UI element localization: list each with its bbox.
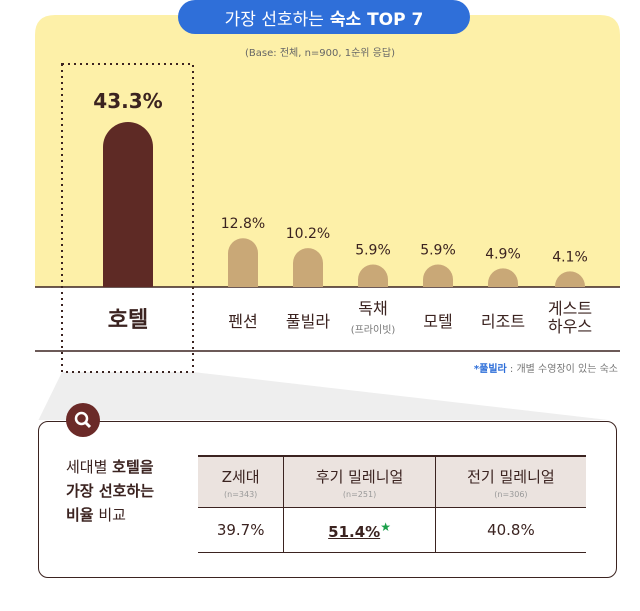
bar	[103, 122, 153, 287]
category-label: 독채	[358, 299, 387, 318]
value-early-millennial: 40.8%	[434, 507, 586, 553]
chart-title: 가장 선호하는 숙소 TOP 7	[178, 0, 470, 34]
bar	[555, 271, 585, 287]
col-n: (n=251)	[342, 489, 377, 499]
cap-2: 가장 선호하는	[66, 482, 155, 500]
comparison-caption: 세대별 호텔을 가장 선호하는 비율 비교	[66, 455, 154, 527]
col-early-millennial: 전기 밀레니얼 (n=306)	[434, 455, 586, 508]
col-name: 후기 밀레니얼	[315, 467, 404, 486]
category-label: 모텔	[423, 312, 452, 331]
bar	[228, 238, 258, 287]
title-normal: 가장 선호하는	[224, 9, 324, 30]
category-label: 호텔	[108, 308, 148, 333]
bar	[293, 248, 323, 287]
category-label: 펜션	[228, 312, 257, 331]
col-late-millennial: 후기 밀레니얼 (n=251)	[283, 455, 436, 508]
value-late-millennial: 51.4%★	[283, 507, 436, 553]
category-sublabel: (프라이빗)	[351, 324, 396, 336]
value-label: 10.2%	[286, 226, 330, 242]
value-label: 4.9%	[485, 246, 521, 262]
cap-1b: 호텔을	[112, 458, 154, 476]
footnote: *풀빌라 : 개별 수영장이 있는 숙소	[474, 360, 618, 375]
zoom-trapezoid	[38, 372, 609, 420]
col-name: 전기 밀레니얼	[467, 467, 555, 486]
generation-table: Z세대 (n=343) 후기 밀레니얼 (n=251) 전기 밀레니얼 (n=306)…	[198, 455, 586, 553]
chart-panel	[35, 15, 620, 287]
star-icon: ★	[380, 519, 391, 534]
highlight-box	[61, 63, 194, 373]
bar-chart: 43.3%호텔12.8%펜션10.2%풀빌라*5.9%독채(프라이빗)5.9%모…	[35, 15, 620, 420]
category-label: 게스트	[548, 299, 592, 318]
category-label: 하우스	[548, 317, 592, 336]
footnote-term: *풀빌라	[473, 364, 507, 375]
cap-3a: 비율	[66, 506, 94, 524]
value-label: 4.1%	[552, 249, 588, 265]
title-bold: 숙소 TOP 7	[329, 9, 424, 30]
value-label: 5.9%	[420, 243, 456, 259]
bar	[488, 268, 518, 287]
col-n: (n=343)	[224, 489, 258, 499]
category-label: 리조트	[481, 312, 525, 331]
col-name: Z세대	[221, 467, 260, 486]
value-z: 39.7%	[198, 507, 284, 553]
col-n: (n=306)	[494, 489, 528, 499]
footnote-desc: : 개별 수영장이 있는 숙소	[506, 364, 618, 375]
base-note: (Base: 전체, n=900, 1순위 응답)	[245, 48, 395, 59]
value-label: 12.8%	[221, 216, 265, 232]
cap-1a: 세대별	[66, 458, 113, 476]
category-label: 풀빌라	[286, 312, 330, 331]
value-label: 43.3%	[93, 89, 162, 113]
bar	[358, 264, 388, 287]
bar	[423, 264, 453, 287]
cap-3b: 비교	[93, 506, 126, 524]
magnifier-icon	[66, 403, 100, 437]
col-z: Z세대 (n=343)	[198, 455, 284, 508]
value-label: 5.9%	[355, 243, 391, 259]
highlight-value: 51.4%	[328, 522, 381, 541]
